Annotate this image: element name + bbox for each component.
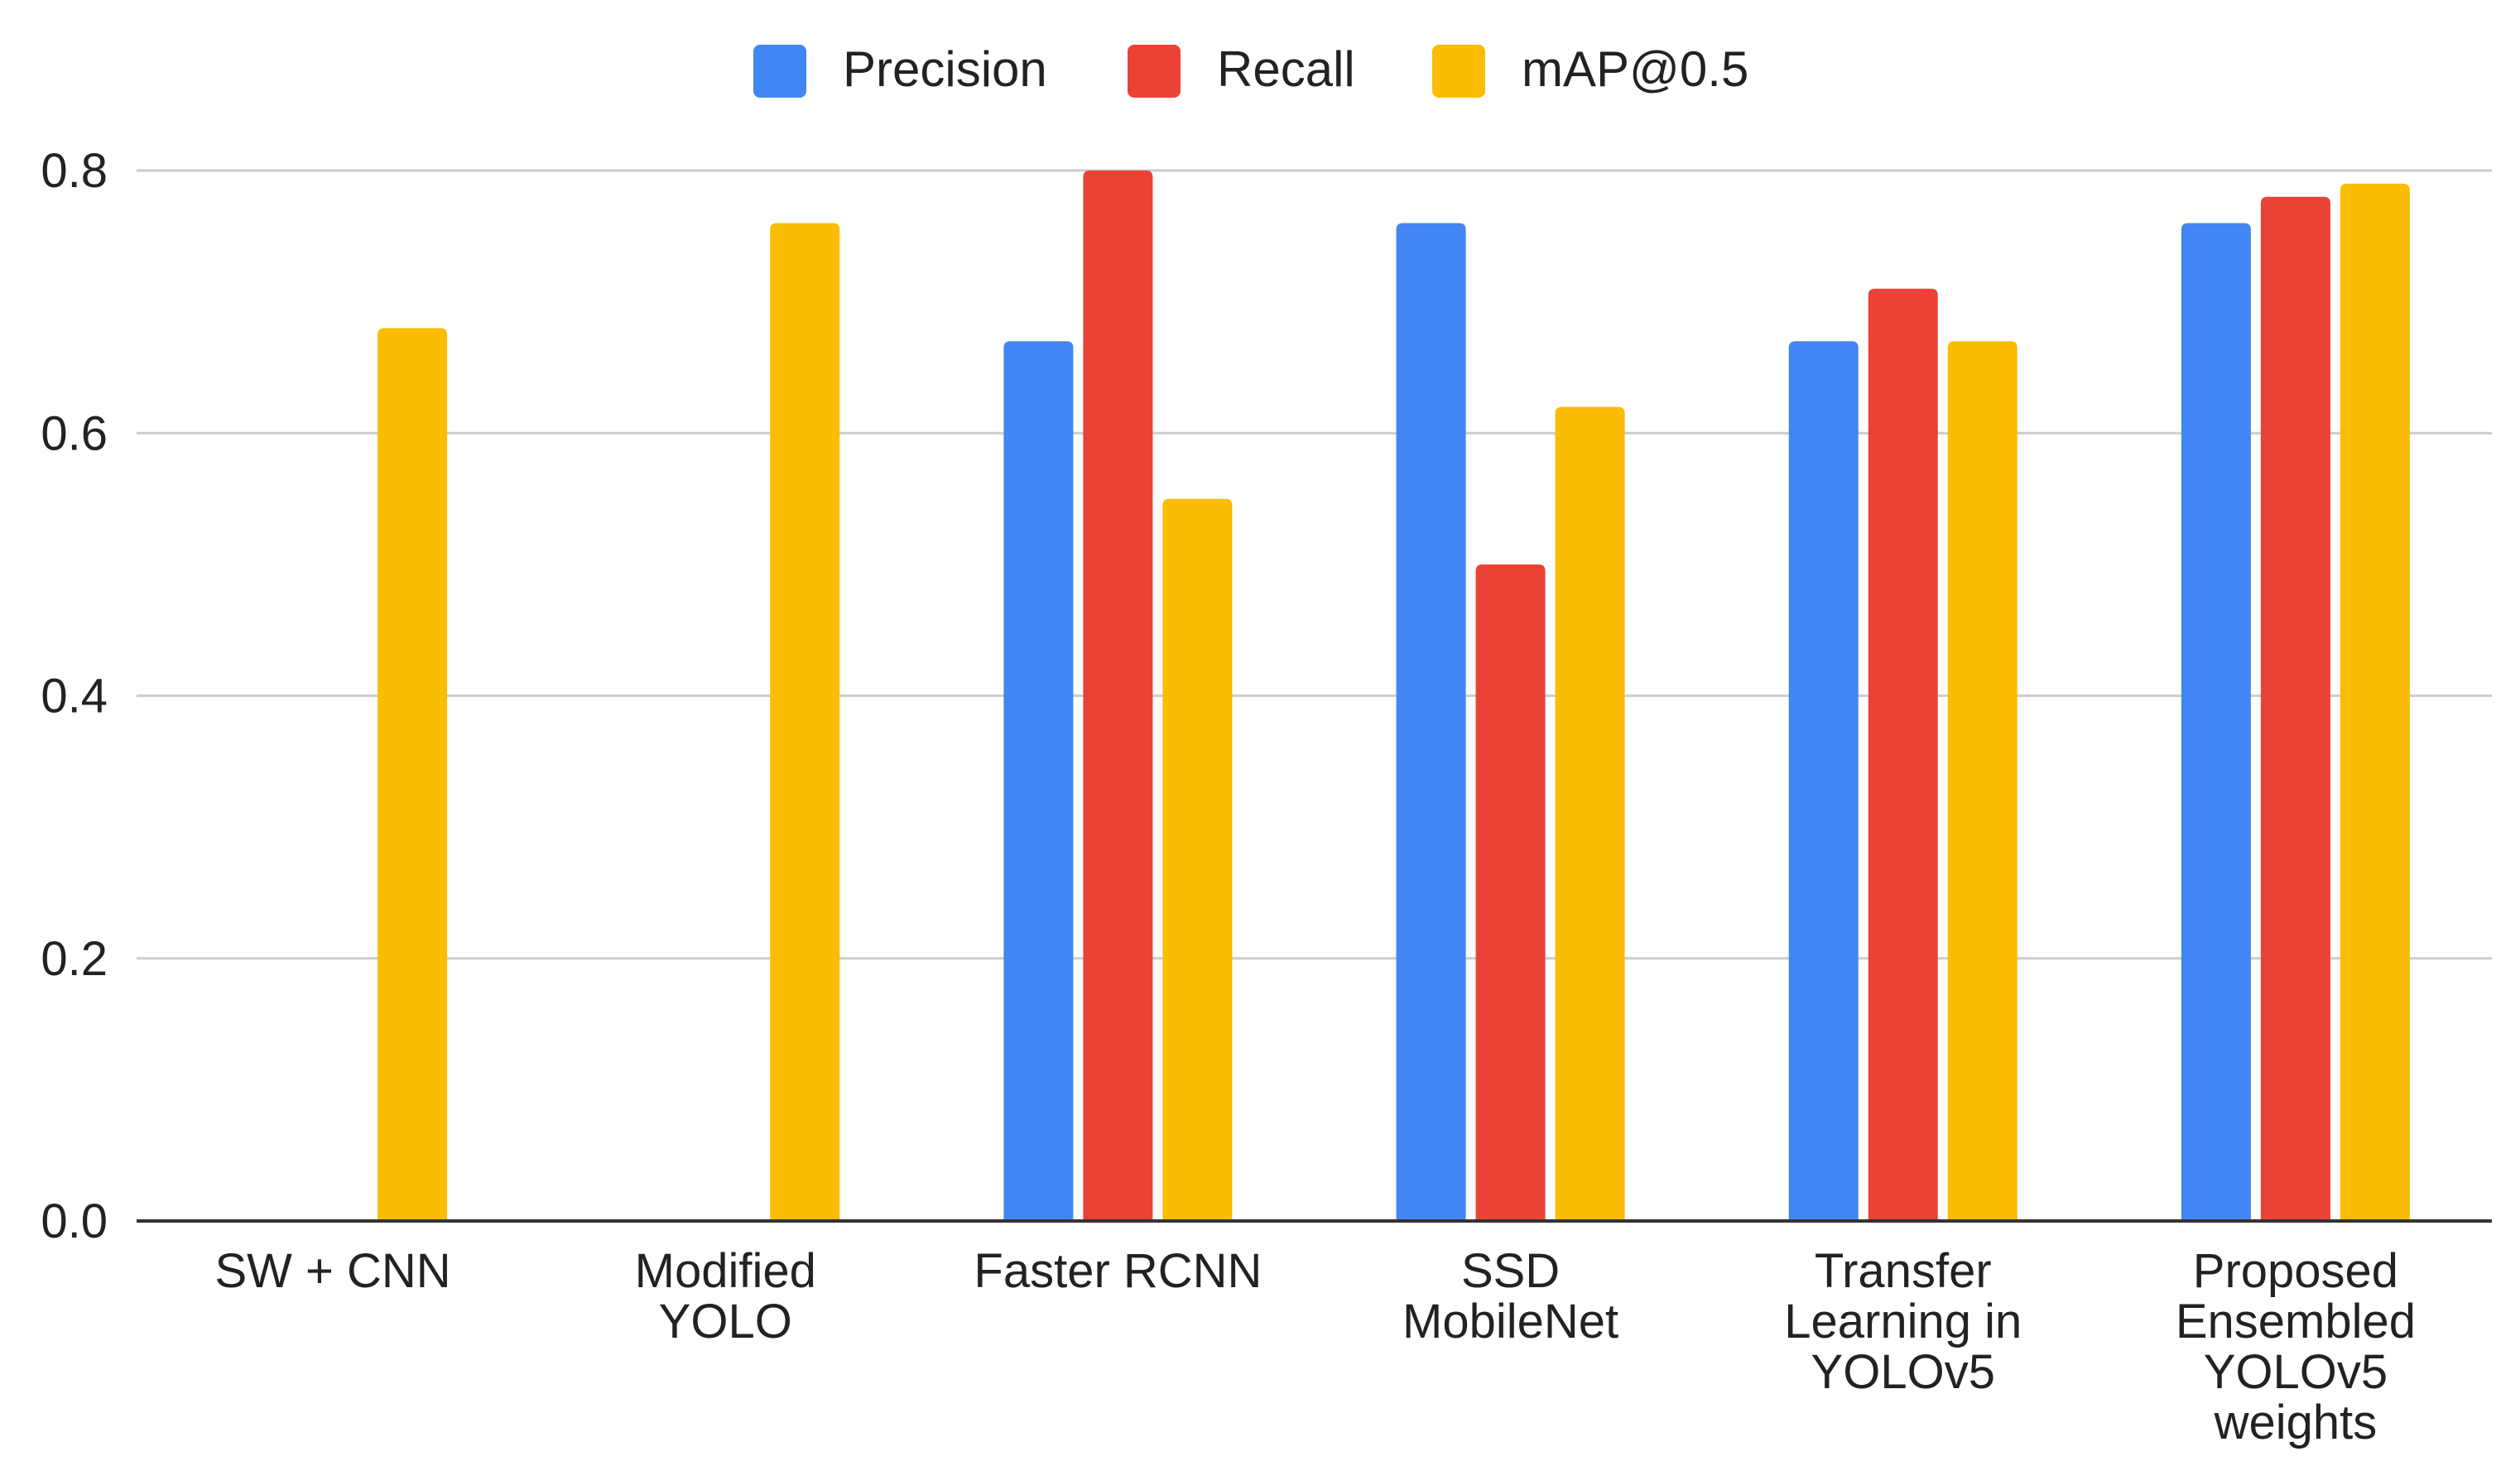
y-tick-label: 0.2 [41, 932, 108, 986]
bars [378, 171, 2410, 1222]
x-category-label-line: YOLOv5 [2204, 1345, 2388, 1399]
bar-map-0-5-3 [1555, 406, 1625, 1221]
x-category-label-line: Proposed [2193, 1244, 2398, 1298]
x-category-label-line: Learning in [1784, 1295, 2022, 1348]
bar-recall-5 [2260, 196, 2330, 1222]
bar-map-0-5-4 [1947, 341, 2017, 1221]
x-category-label-line: SSD [1461, 1244, 1560, 1298]
legend-label: Recall [1217, 41, 1355, 97]
x-category-label-line: Faster RCNN [974, 1244, 1262, 1298]
legend: Precision Recall mAP@0.5 [753, 41, 1748, 98]
x-category-label: Faster RCNN [974, 1244, 1262, 1298]
bar-recall-3 [1475, 564, 1546, 1221]
x-category-label-line: YOLO [659, 1295, 792, 1348]
x-category-label-line: YOLOv5 [1811, 1345, 1995, 1399]
x-category-label-line: Ensembled [2176, 1295, 2416, 1348]
y-tick-label: 0.6 [41, 406, 108, 460]
legend-swatch [1128, 45, 1181, 98]
legend-swatch [753, 45, 806, 98]
y-tick-label: 0.0 [41, 1194, 108, 1248]
bar-recall-2 [1083, 171, 1153, 1221]
legend-label: mAP@0.5 [1522, 41, 1748, 97]
bar-map-0-5-1 [770, 223, 840, 1222]
x-category-label-line: weights [2214, 1396, 2378, 1449]
bar-precision-5 [2181, 223, 2251, 1222]
x-category-label-line: SW + CNN [214, 1244, 450, 1298]
y-tick-label: 0.4 [41, 670, 108, 723]
bar-map-0-5-2 [1162, 498, 1233, 1221]
bar-precision-2 [1003, 341, 1074, 1221]
x-category-label-line: Modified [635, 1244, 816, 1298]
bar-precision-4 [1788, 341, 1859, 1221]
x-category-label-line: Transfer [1815, 1244, 1992, 1298]
legend-item: mAP@0.5 [1432, 41, 1748, 98]
x-category-label: SW + CNN [214, 1244, 450, 1298]
legend-item: Precision [753, 41, 1047, 98]
bar-recall-4 [1868, 288, 1938, 1222]
legend-item: Recall [1128, 41, 1355, 98]
bar-map-0-5-5 [2340, 183, 2410, 1221]
y-tick-label: 0.8 [41, 144, 108, 198]
y-axis-tick-labels: 0.0 0.2 0.4 0.6 0.8 [41, 144, 108, 1248]
legend-label: Precision [843, 41, 1047, 97]
legend-swatch [1432, 45, 1485, 98]
bar-precision-3 [1396, 223, 1466, 1222]
x-category-label-line: MobileNet [1402, 1295, 1618, 1348]
bar-map-0-5-0 [378, 328, 448, 1222]
gridlines [137, 169, 2492, 960]
